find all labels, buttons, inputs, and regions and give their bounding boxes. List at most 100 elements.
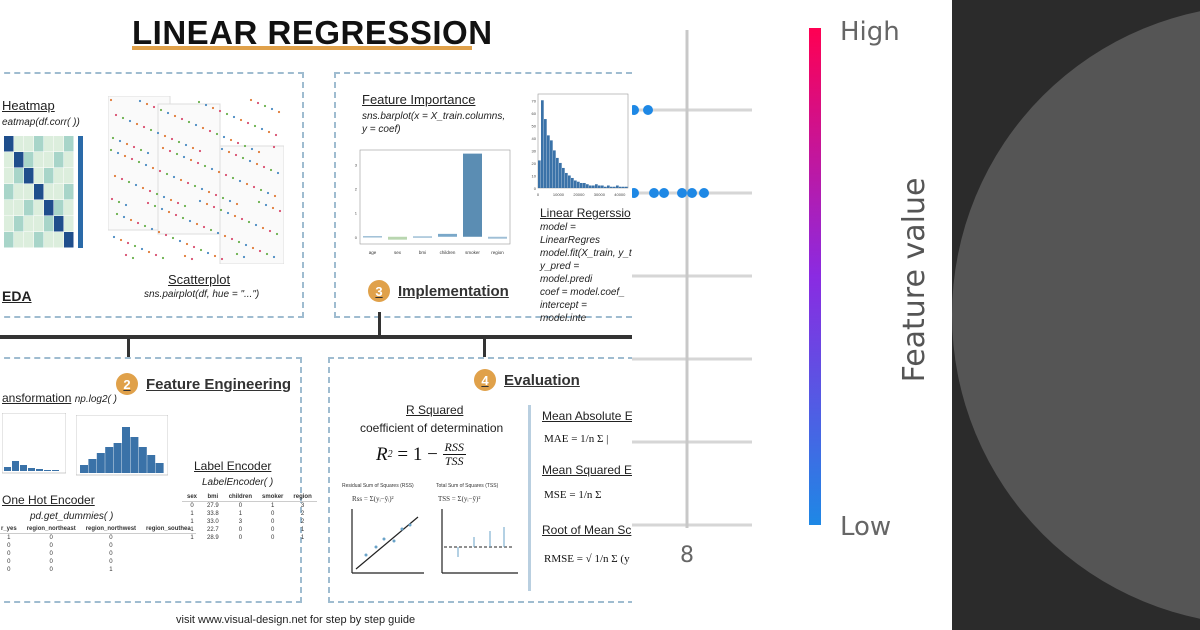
table-header: sex (182, 493, 203, 502)
hist-xtick: 40000 (614, 192, 626, 197)
implementation-panel: Feature Importance sns.barplot(x = X_tra… (334, 72, 632, 324)
mae-title: Mean Absolute E (542, 409, 632, 423)
shap-x-tick: 8 (680, 543, 694, 568)
transformation-code: np.log2( ) (74, 394, 117, 405)
mse-title: Mean Squared E (542, 463, 632, 477)
one-hot-encoder-title: One Hot Encoder (2, 493, 95, 507)
label-encoder-code: LabelEncoder( ) (202, 477, 274, 488)
shap-points (632, 105, 709, 198)
heatmap-code: eatmap(df.corr( )) (2, 117, 80, 128)
hist-xtick: 30000 (594, 192, 606, 197)
skewed-histogram (2, 413, 66, 474)
table-header: region_northwest (80, 525, 142, 534)
metric-divider (528, 405, 531, 591)
hist-xtick: 20000 (573, 192, 585, 197)
step-4-evaluation: 4 Evaluation (474, 369, 580, 391)
rmse-formula: RMSE = √ 1/n Σ (y (544, 553, 630, 565)
transformation-label: ansformation (2, 391, 72, 405)
step-4-label: Evaluation (504, 371, 580, 389)
step-2-label: Feature Engineering (146, 375, 292, 393)
rss-caption: Residual Sum of Squares (RSS) (342, 483, 414, 489)
step-3-implementation: 3 Implementation (368, 280, 509, 302)
eda-section-label: EDA (2, 288, 32, 304)
connector-3 (378, 312, 381, 336)
code-line: model = LinearRegres (540, 222, 601, 246)
linear-regression-infographic: LINEAR REGRESSION Heatmap eatmap(df.corr… (0, 0, 632, 630)
colorbar-low-label: Low (840, 512, 891, 542)
fi-bar-bmi (413, 236, 432, 238)
hist-ytick: 10 (532, 173, 537, 178)
svg-text:TSS = Σ(yᵢ−ȳ)²: TSS = Σ(yᵢ−ȳ)² (438, 495, 480, 503)
table-row: 1 33.0 3 0 2 (190, 519, 305, 525)
feature-engineering-panel: 2 Feature Engineering ansformation np.lo… (0, 357, 317, 603)
fi-xlabel-region: region (491, 250, 504, 255)
formula-r: R (376, 443, 388, 465)
title-underline (132, 46, 472, 50)
hist-ytick: 50 (532, 123, 537, 128)
table-row: 0 27.9 0 1 3 (190, 503, 305, 509)
rmse-title: Root of Mean Sc (542, 523, 632, 537)
table-row: 1 28.9 0 0 1 (190, 535, 305, 541)
table-header: children (223, 493, 258, 502)
table-row: 1 22.7 0 0 1 (190, 527, 305, 533)
fi-bar-smoker (463, 153, 482, 237)
formula-mid: = 1 − (392, 443, 443, 465)
code-line: intercept = model.inte (540, 300, 587, 324)
code-line: y_pred = model.predi (540, 261, 593, 285)
table-row: 1 33.8 1 0 2 (190, 511, 305, 517)
shap-colorbar (809, 28, 821, 525)
hist-xtick: 0 (537, 192, 540, 197)
fi-bar-age (363, 236, 382, 238)
table-header: r_yes (0, 525, 22, 534)
fi-bar-children (438, 233, 457, 237)
hist-ytick: 70 (532, 98, 537, 103)
mae-formula: MAE = 1/n Σ | (544, 433, 609, 445)
shap-canvas: 8 High Low Feature value (632, 17, 932, 568)
shap-plot: 8 High Low Feature value (632, 0, 952, 630)
fi-xlabel-age: age (369, 250, 377, 255)
table-header: region_southea (141, 525, 196, 534)
formula-tss: TSS (444, 454, 464, 468)
colorbar-axis-label: Feature value (897, 178, 932, 383)
hist-ytick: 0 (534, 186, 537, 191)
transformation-title: ansformation np.log2( ) (2, 391, 117, 406)
hist-xtick: 10000 (553, 192, 565, 197)
footer-link[interactable]: visit www.visual-design.net for step by … (176, 614, 416, 626)
feature-importance-title: Feature Importance (362, 92, 476, 107)
one-hot-encoder-code: pd.get_dummies( ) (30, 511, 114, 522)
page-title: LINEAR REGRESSION (132, 14, 493, 51)
feature-importance-code-1: sns.barplot(x = X_train.columns, (362, 111, 506, 122)
table-header: bmi (202, 493, 224, 502)
fi-xlabel-sex: sex (394, 250, 402, 255)
step-3-label: Implementation (398, 282, 509, 300)
eda-panel: Heatmap eatmap(df.corr( )) EDA Scatterpl… (0, 72, 304, 318)
rss-sketch: Rss = Σ(yᵢ−ŷᵢ)² (351, 495, 424, 574)
fi-bar-sex (388, 236, 407, 240)
step-2-feature-engineering: 2 Feature Engineering (116, 373, 291, 395)
fi-bar-region (488, 236, 507, 239)
log-histogram (76, 415, 168, 476)
heatmap-image (4, 136, 83, 248)
table-header: region (288, 493, 317, 502)
linear-regression-code: model = LinearRegres model.fit(X_train, y… (540, 221, 632, 325)
hist-ytick: 20 (532, 161, 537, 166)
pairplot-image (108, 96, 284, 264)
tss-caption: Total Sum of Squares (TSS) (436, 483, 499, 489)
label-encoder-title: Label Encoder (194, 459, 272, 473)
fi-ytick: 3 (355, 162, 358, 167)
fi-ytick: 0 (355, 235, 358, 240)
step-4-badge: 4 (474, 369, 496, 391)
feature-importance-chart: 0 1 2 3 age sex bmi children smoker region (355, 149, 511, 255)
fi-xlabel-children: children (440, 250, 456, 255)
heatmap-title: Heatmap (2, 98, 55, 113)
formula-fraction: RSS TSS (442, 441, 466, 468)
r-squared-title: R Squared (406, 403, 464, 417)
fi-ytick: 2 (355, 187, 358, 192)
code-line: model.fit(X_train, y_t (540, 248, 632, 259)
hist-ytick: 30 (532, 148, 537, 153)
label-encoder-table: sex bmi children smoker region 0 27.9 0 1 3 1 33.8 1… (182, 493, 317, 542)
